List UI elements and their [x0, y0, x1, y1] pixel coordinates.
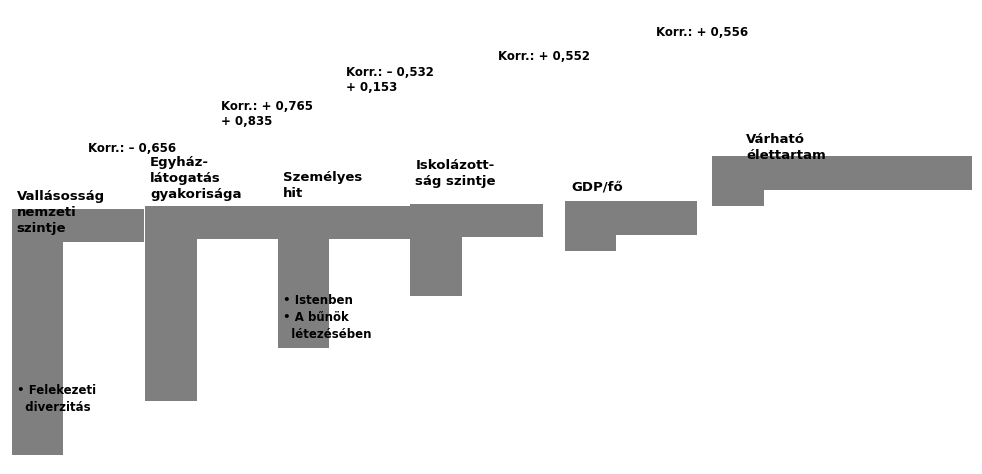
- Bar: [278, 206, 329, 348]
- Polygon shape: [731, 158, 764, 189]
- Bar: [410, 204, 543, 237]
- Text: Egyház-
látogatás
gyakorisága: Egyház- látogatás gyakorisága: [150, 156, 242, 201]
- Text: Korr.: – 0,656: Korr.: – 0,656: [88, 142, 177, 155]
- Text: Korr.: + 0,556: Korr.: + 0,556: [656, 26, 748, 39]
- Text: Korr.: – 0,532
+ 0,153: Korr.: – 0,532 + 0,153: [346, 66, 433, 94]
- Text: Korr.: + 0,552: Korr.: + 0,552: [498, 50, 590, 63]
- Bar: [565, 201, 616, 251]
- Text: GDP/fő: GDP/fő: [572, 180, 624, 193]
- Text: • Felekezeti
  diverzitás: • Felekezeti diverzitás: [17, 384, 96, 414]
- Bar: [145, 206, 278, 239]
- Polygon shape: [165, 208, 196, 238]
- Text: Vallásosság
nemzeti
szintje: Vallásosság nemzeti szintje: [17, 190, 105, 235]
- Bar: [712, 156, 763, 206]
- Bar: [565, 201, 697, 235]
- Text: Várható
élettartam: Várható élettartam: [746, 133, 826, 162]
- Text: Korr.: + 0,765
+ 0,835: Korr.: + 0,765 + 0,835: [221, 100, 313, 128]
- Bar: [712, 156, 972, 190]
- Bar: [278, 206, 410, 239]
- Text: Személyes
hit: Személyes hit: [283, 171, 362, 200]
- Polygon shape: [583, 203, 616, 234]
- Bar: [12, 209, 144, 242]
- Text: • Istenben
• A bűnök
  létezésében: • Istenben • A bűnök létezésében: [283, 294, 371, 341]
- Bar: [145, 206, 196, 401]
- Polygon shape: [429, 205, 462, 236]
- Text: Iskolázott-
ság szintje: Iskolázott- ság szintje: [415, 159, 496, 188]
- Bar: [12, 209, 63, 455]
- Bar: [410, 204, 462, 296]
- Polygon shape: [297, 208, 329, 238]
